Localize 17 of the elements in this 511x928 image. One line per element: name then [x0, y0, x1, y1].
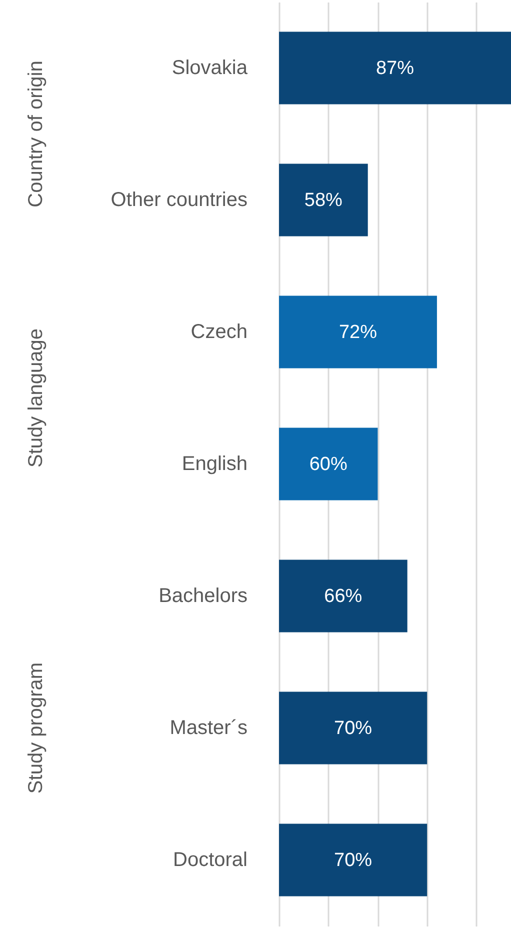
y-tick-label: Master´s	[170, 717, 248, 739]
data-label: 58%	[304, 190, 343, 211]
y-tick-label: Bachelors	[158, 585, 248, 607]
y-tick-label: Czech	[190, 321, 248, 343]
y-tick-label: Doctoral	[173, 849, 248, 871]
y-tick-label: Slovakia	[172, 57, 248, 79]
text: Study language	[25, 328, 47, 468]
text: Study program	[25, 662, 47, 794]
data-label: 66%	[324, 586, 362, 607]
data-label: 60%	[309, 454, 348, 475]
data-label: 72%	[338, 322, 378, 343]
text: Country of origin	[25, 60, 47, 208]
data-label: 87%	[376, 58, 414, 79]
data-label: 70%	[334, 850, 372, 871]
data-label: 70%	[334, 718, 372, 739]
y-tick-label: Other countries	[110, 189, 248, 211]
y-tick-label: English	[182, 453, 248, 475]
